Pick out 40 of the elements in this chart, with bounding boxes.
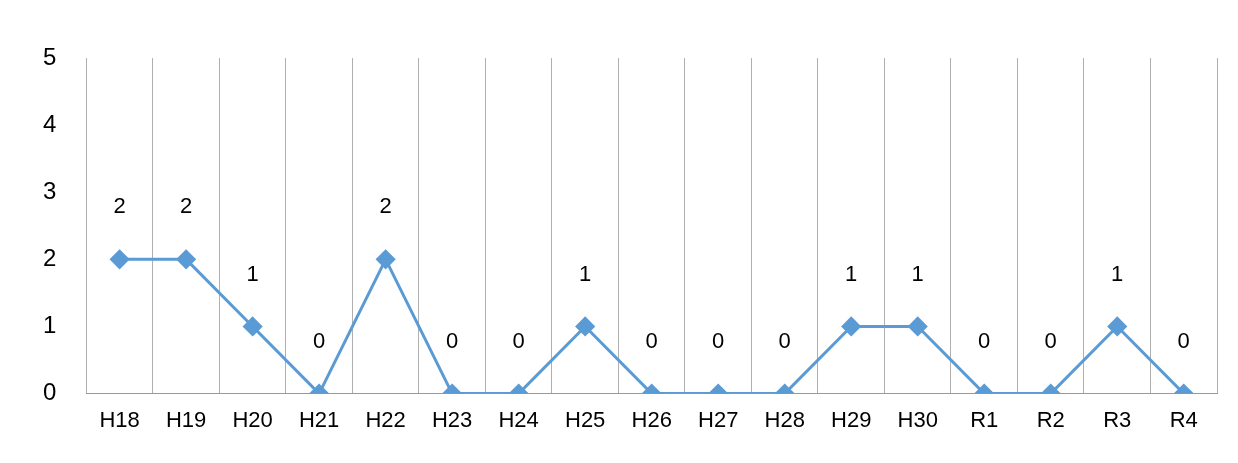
y-tick-label: 1 [42, 311, 57, 339]
x-tick-label: H22 [365, 406, 406, 432]
x-tick-label: H18 [99, 406, 140, 432]
data-label: 2 [379, 193, 392, 219]
x-tick-label: H25 [564, 406, 606, 432]
x-tick-label: R3 [1103, 406, 1132, 432]
x-tick-label: H28 [764, 406, 805, 432]
data-label: 2 [179, 193, 193, 219]
data-label: 0 [1177, 327, 1190, 353]
data-label: 0 [1044, 327, 1057, 353]
data-label: 0 [645, 327, 658, 353]
data-label: 1 [246, 260, 259, 286]
data-label: 0 [712, 327, 725, 353]
data-label: 1 [579, 260, 592, 286]
x-tick-label: R1 [970, 406, 999, 432]
data-label: 2 [113, 193, 126, 219]
x-tick-label: H21 [298, 406, 340, 432]
x-tick-label: R4 [1169, 406, 1198, 432]
data-label: 0 [778, 327, 791, 353]
y-tick-label: 3 [42, 176, 57, 204]
x-tick-label: H27 [698, 406, 739, 432]
x-tick-label: H24 [498, 406, 539, 432]
x-tick-label: H29 [831, 406, 872, 432]
data-label: 0 [313, 327, 326, 353]
x-tick-label: H23 [431, 406, 473, 432]
y-tick-label: 5 [42, 42, 57, 70]
x-tick-label: H20 [232, 406, 273, 432]
y-tick-label: 2 [42, 243, 57, 271]
x-tick-label: H30 [897, 406, 938, 432]
data-label: 0 [978, 327, 991, 353]
data-label: 0 [512, 327, 525, 353]
data-label: 1 [845, 260, 858, 286]
data-label: 0 [446, 327, 459, 353]
y-tick-label: 0 [42, 378, 57, 406]
x-tick-label: H19 [165, 406, 207, 432]
data-label: 1 [911, 260, 924, 286]
data-label: 1 [1111, 260, 1124, 286]
x-tick-label: H26 [631, 406, 672, 432]
x-tick-label: R2 [1036, 406, 1065, 432]
y-tick-label: 4 [42, 109, 57, 137]
